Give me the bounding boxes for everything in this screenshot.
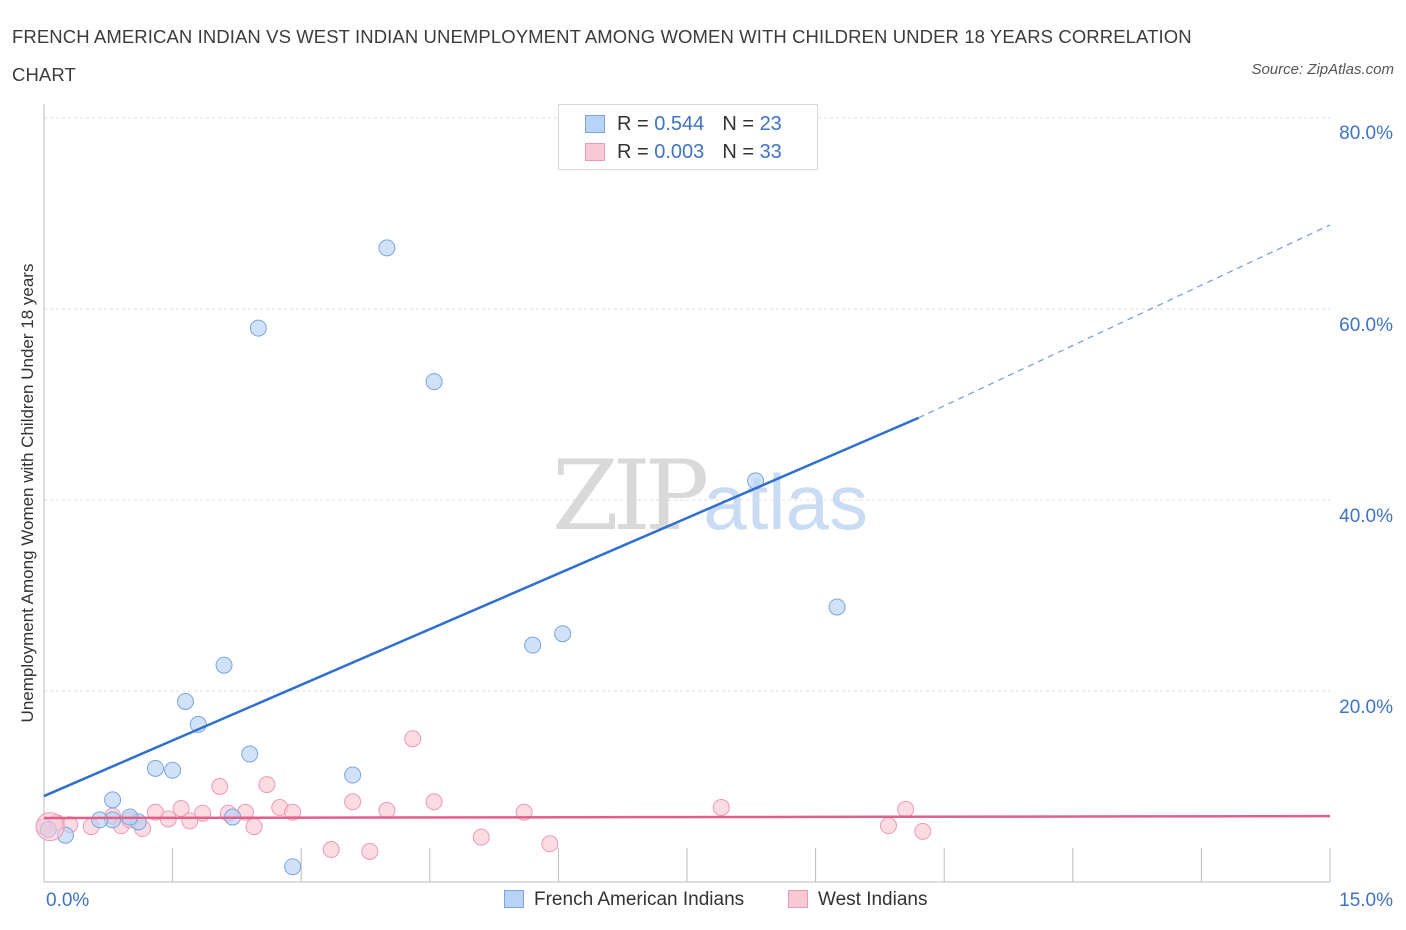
- point-french-american-indians: [554, 625, 572, 643]
- legend-n-label: N =: [722, 113, 754, 135]
- point-french-american-indians: [249, 319, 267, 337]
- series-swatch-blue: [504, 890, 524, 908]
- point-french-american-indians: [146, 759, 164, 777]
- y-tick-label-80: 80.0%: [1339, 123, 1393, 144]
- point-french-american-indians: [425, 373, 443, 391]
- point-west-indians: [914, 822, 932, 840]
- trendline-french-american-indians-extension: [918, 224, 1331, 419]
- point-french-american-indians: [524, 636, 542, 654]
- chart-title: FRENCH AMERICAN INDIAN VS WEST INDIAN UN…: [12, 26, 1192, 85]
- legend-r-label: R =: [617, 113, 649, 135]
- point-west-indians: [258, 776, 276, 794]
- y-tick-label-40: 40.0%: [1339, 506, 1393, 527]
- y-tick-label-60: 60.0%: [1339, 315, 1393, 336]
- legend-n-label: N =: [722, 141, 754, 163]
- point-west-indians: [472, 828, 490, 846]
- trendline-west-indians: [43, 814, 1331, 820]
- point-west-indians: [211, 778, 229, 795]
- point-french-american-indians: [91, 811, 109, 829]
- point-french-american-indians: [828, 598, 846, 616]
- point-west-indians: [284, 803, 302, 821]
- point-french-american-indians: [241, 745, 259, 763]
- legend-r-value: 0.003: [654, 141, 705, 163]
- point-french-american-indians: [176, 693, 194, 711]
- series-swatch-pink: [788, 890, 808, 908]
- legend-n-value: 23: [759, 113, 782, 135]
- point-french-american-indians: [164, 761, 182, 779]
- point-west-indians: [172, 799, 190, 817]
- watermark: ZIPatlas: [552, 440, 868, 552]
- legend-r-label: R =: [617, 141, 649, 163]
- y-axis-label: Unemployment Among Women with Children U…: [18, 263, 37, 723]
- legend-swatch-blue: [585, 115, 605, 133]
- source-note: Source: ZipAtlas.com: [1251, 61, 1394, 78]
- series-name: French American Indians: [534, 889, 745, 910]
- legend-n-value: 33: [759, 141, 782, 163]
- point-west-indians: [322, 841, 340, 859]
- point-west-indians: [541, 835, 559, 853]
- point-west-indians: [361, 842, 379, 860]
- series-legend-french-american-indians: French American Indians: [504, 889, 744, 911]
- point-west-indians-cluster: [35, 812, 65, 842]
- watermark-zip: ZIP: [552, 440, 709, 552]
- series-legend-west-indians: West Indians: [788, 889, 927, 911]
- point-west-indians: [378, 801, 396, 819]
- legend-row-west-indians: R = 0.003 N = 33: [585, 140, 782, 164]
- y-tick-label-20: 20.0%: [1339, 697, 1393, 718]
- legend-r-value: 0.544: [654, 113, 705, 135]
- point-french-american-indians: [284, 858, 302, 876]
- legend-swatch-pink: [585, 143, 605, 161]
- correlation-legend: R = 0.544 N = 23 R = 0.003 N = 33: [558, 104, 818, 170]
- point-west-indians: [425, 793, 443, 811]
- trendline-french-american-indians: [43, 416, 919, 798]
- x-tick-label-max: 15.0%: [1339, 890, 1393, 911]
- point-west-indians: [344, 793, 362, 811]
- point-west-indians: [404, 730, 422, 748]
- x-tick-label-min: 0.0%: [46, 890, 90, 911]
- point-french-american-indians: [104, 791, 122, 809]
- legend-row-french-american-indians: R = 0.544 N = 23: [585, 112, 782, 136]
- point-west-indians: [879, 817, 897, 835]
- point-west-indians: [712, 799, 730, 817]
- point-french-american-indians: [344, 766, 362, 784]
- series-name: West Indians: [818, 889, 928, 910]
- point-french-american-indians: [378, 239, 396, 257]
- point-west-indians: [897, 800, 915, 818]
- watermark-atlas: atlas: [703, 458, 868, 546]
- point-west-indians: [245, 818, 263, 836]
- point-french-american-indians: [215, 656, 233, 674]
